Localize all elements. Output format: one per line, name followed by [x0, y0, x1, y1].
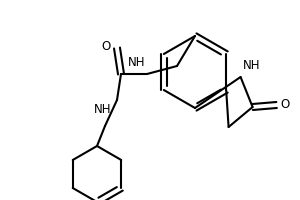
Text: NH: NH	[94, 103, 111, 116]
Text: NH: NH	[243, 59, 260, 72]
Text: O: O	[280, 98, 290, 112]
Text: O: O	[102, 40, 111, 52]
Text: NH: NH	[128, 56, 145, 69]
